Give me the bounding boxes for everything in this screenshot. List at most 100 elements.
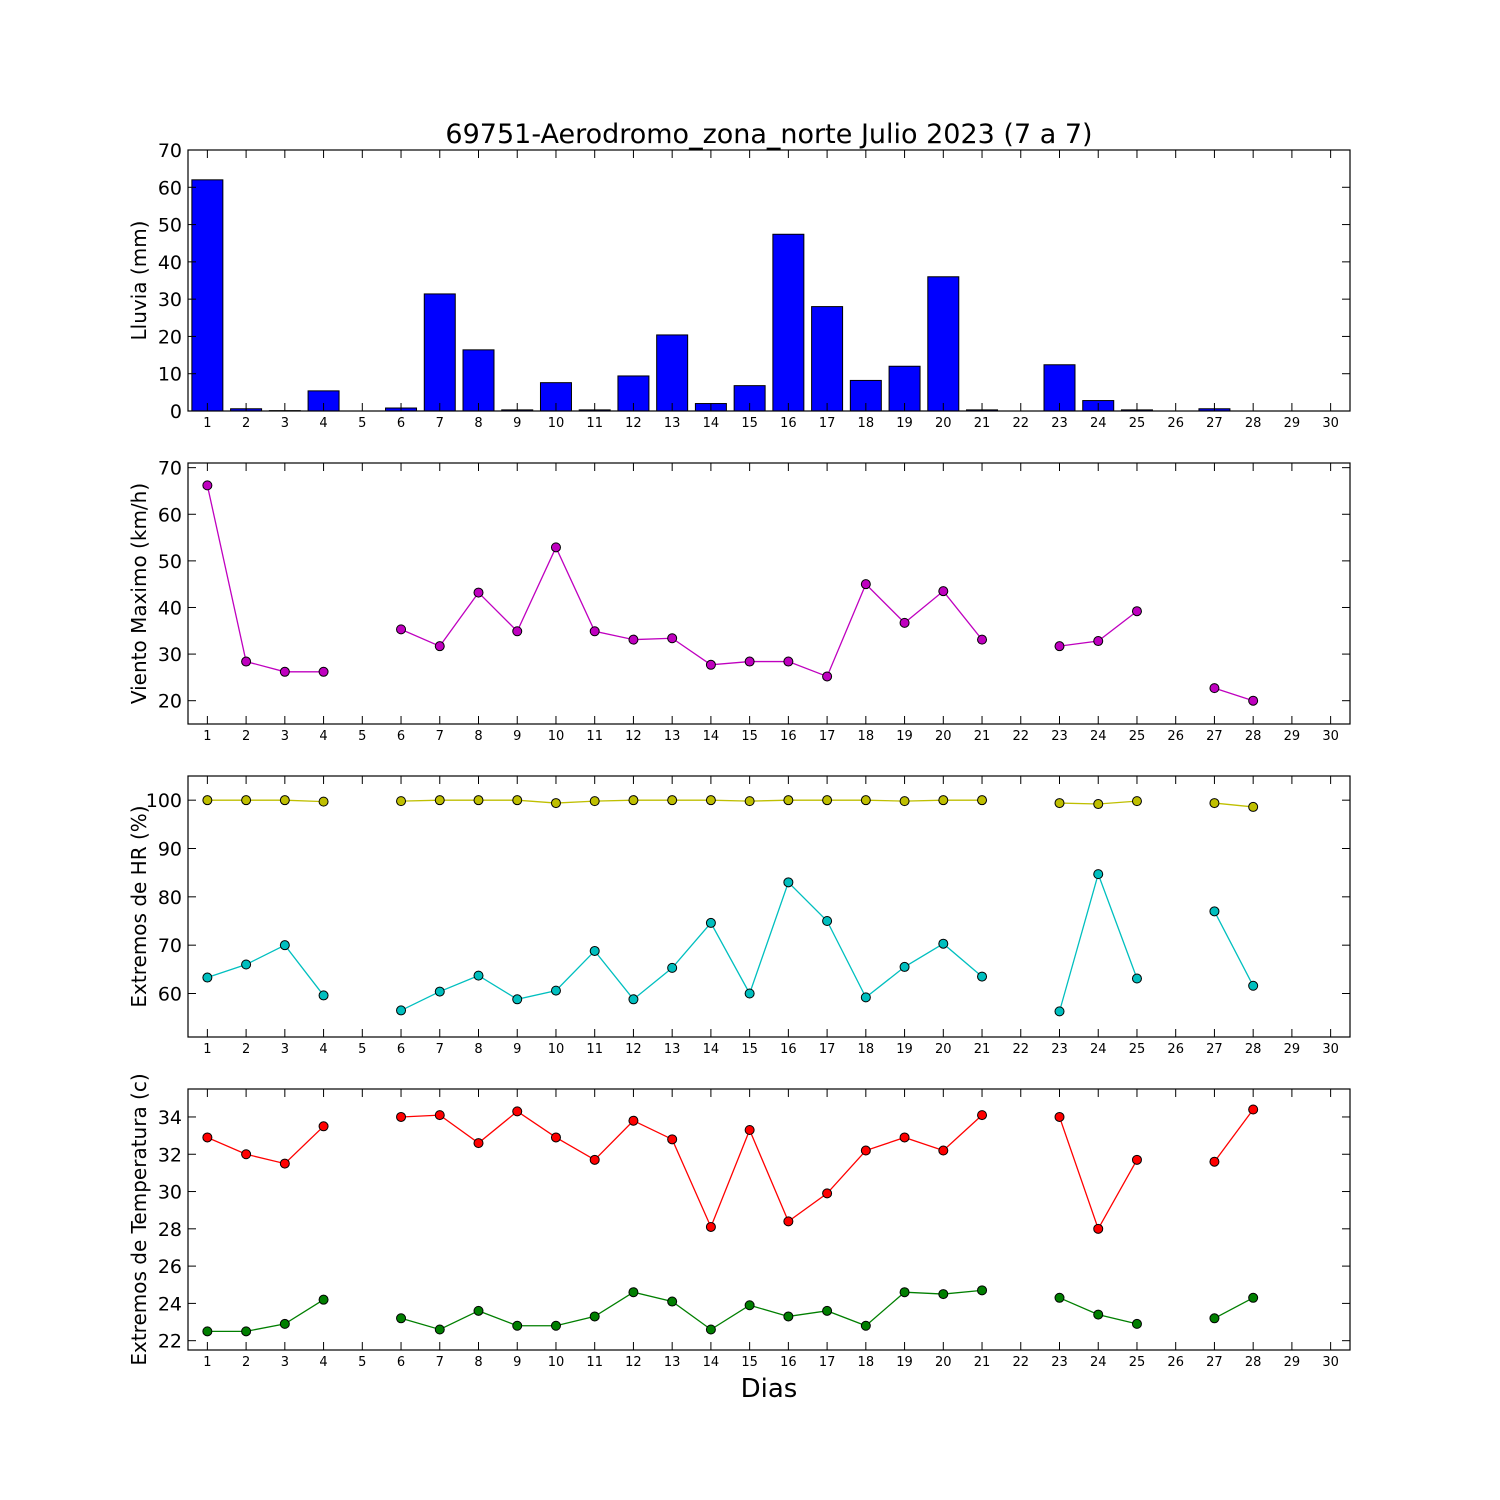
wind-series-0-point-day-7: [434, 641, 445, 652]
x-tick-label: 15: [741, 729, 758, 744]
humidity-series-0-point-day-24: [1093, 799, 1104, 810]
x-tick-label: 13: [664, 729, 681, 744]
x-tick-label: 12: [625, 729, 642, 744]
x-tick-label: 10: [548, 729, 565, 744]
wind-series-0-line: [400, 545, 983, 678]
temperature-series-0-line: [1058, 1116, 1138, 1231]
wind-series-0-point-day-17: [822, 671, 833, 682]
x-tick-label: 18: [858, 729, 875, 744]
humidity-series-1-point-day-16: [783, 877, 794, 888]
temperature-series-0-point-day-15: [744, 1125, 755, 1136]
chart-title: 69751-Aerodromo_zona_norte Julio 2023 (7…: [445, 119, 1092, 150]
temperature-series-1-point-day-11: [589, 1311, 600, 1322]
y-tick-label: 0: [170, 401, 182, 423]
temperature-series-0-point-day-28: [1248, 1104, 1259, 1115]
x-tick-label: 24: [1090, 1355, 1107, 1370]
x-tick-label: 1: [203, 1355, 211, 1370]
temperature-series-1-point-day-12: [628, 1287, 639, 1298]
humidity-series-1-point-day-11: [589, 945, 600, 956]
humidity-series-1-point-day-17: [822, 916, 833, 926]
bar-day-1: [191, 179, 224, 412]
temperature-series-1-point-day-6: [396, 1313, 407, 1324]
y-tick-label: 40: [158, 597, 182, 619]
bar-day-17: [811, 306, 844, 412]
temperature-series-0-point-day-13: [667, 1134, 678, 1145]
temperature-series-0-point-day-9: [512, 1106, 523, 1117]
x-tick-label: 28: [1245, 729, 1262, 744]
x-tick-label: 28: [1245, 1355, 1262, 1370]
humidity-series-1-point-day-4: [318, 990, 329, 1001]
wind-series-0-point-day-3: [279, 666, 290, 677]
x-tick-label: 29: [1284, 1355, 1301, 1370]
x-tick-label: 11: [586, 729, 603, 744]
x-tick-label: 5: [358, 416, 366, 431]
x-tick-label: 21: [974, 416, 991, 431]
x-tick-label: 2: [242, 729, 250, 744]
humidity-series-1-point-day-6: [396, 1005, 407, 1016]
x-tick-label: 18: [858, 416, 875, 431]
x-tick-label: 8: [474, 1355, 482, 1370]
temperature-series-0-point-day-3: [279, 1158, 290, 1169]
x-tick-label: 10: [548, 1042, 565, 1057]
temperature-series-1-point-day-23: [1054, 1292, 1065, 1303]
wind-series-0-line: [1214, 687, 1254, 702]
x-tick-label: 18: [858, 1042, 875, 1057]
temperature-series-0-line: [207, 1125, 325, 1165]
plot-frame: [187, 1088, 1351, 1351]
wind-series-0-point-day-14: [705, 659, 716, 670]
humidity-series-1-line: [400, 881, 983, 1012]
x-tick-label: 7: [436, 1355, 444, 1370]
x-tick-label: 22: [1012, 729, 1029, 744]
humidity-series-1-point-day-19: [899, 961, 910, 972]
wind-series-0-point-day-23: [1054, 641, 1065, 652]
x-tick-label: 19: [896, 416, 913, 431]
humidity-series-0-point-day-15: [744, 796, 755, 807]
x-tick-label: 14: [703, 1042, 720, 1057]
x-tick-label: 25: [1129, 1042, 1146, 1057]
temperature-series-1-point-day-18: [860, 1320, 871, 1331]
temperature-series-1-point-day-27: [1209, 1313, 1220, 1324]
x-tick-label: 4: [319, 416, 327, 431]
x-tick-label: 14: [703, 1355, 720, 1370]
x-tick-label: 24: [1090, 729, 1107, 744]
wind-series-0-point-day-15: [744, 656, 755, 667]
x-tick-label: 14: [703, 729, 720, 744]
humidity-series-1-line: [1213, 911, 1254, 987]
y-tick-label: 40: [158, 252, 182, 274]
wind-series-0-point-day-16: [783, 656, 794, 667]
temperature-series-0-point-day-14: [705, 1221, 716, 1232]
x-tick-label: 23: [1051, 729, 1068, 744]
y-tick-label: 60: [158, 504, 182, 526]
x-tick-label: 23: [1051, 1042, 1068, 1057]
y-tick-label: 20: [158, 691, 182, 713]
humidity-series-1-point-day-1: [202, 972, 213, 983]
x-tick-label: 12: [625, 1355, 642, 1370]
wind-series-0-point-day-20: [938, 586, 949, 597]
x-tick-label: 8: [474, 729, 482, 744]
y-tick-label: 70: [158, 935, 182, 957]
humidity-series-0-point-day-13: [667, 795, 678, 806]
x-tick-label: 14: [703, 416, 720, 431]
x-tick-label: 9: [513, 1042, 521, 1057]
humidity-series-0-point-day-25: [1131, 796, 1142, 807]
temperature-series-0-point-day-23: [1054, 1111, 1065, 1122]
bar-day-7: [423, 293, 456, 412]
temperature-series-1-point-day-7: [434, 1324, 445, 1335]
humidity-series-1-point-day-3: [279, 940, 290, 951]
wind-series-0-point-day-13: [667, 633, 678, 644]
temperature-series-1-point-day-4: [318, 1294, 329, 1305]
humidity-series-1-point-day-9: [512, 994, 523, 1005]
x-axis-label: Dias: [741, 1374, 798, 1404]
x-tick-label: 22: [1012, 1042, 1029, 1057]
x-tick-label: 19: [896, 1355, 913, 1370]
x-tick-label: 26: [1167, 1355, 1184, 1370]
humidity-series-1-point-day-15: [744, 988, 755, 999]
humidity-series-1-point-day-20: [938, 938, 949, 949]
humidity-series-1-line: [1058, 872, 1138, 1012]
humidity-series-0-point-day-23: [1054, 798, 1065, 809]
x-tick-label: 27: [1206, 416, 1223, 431]
